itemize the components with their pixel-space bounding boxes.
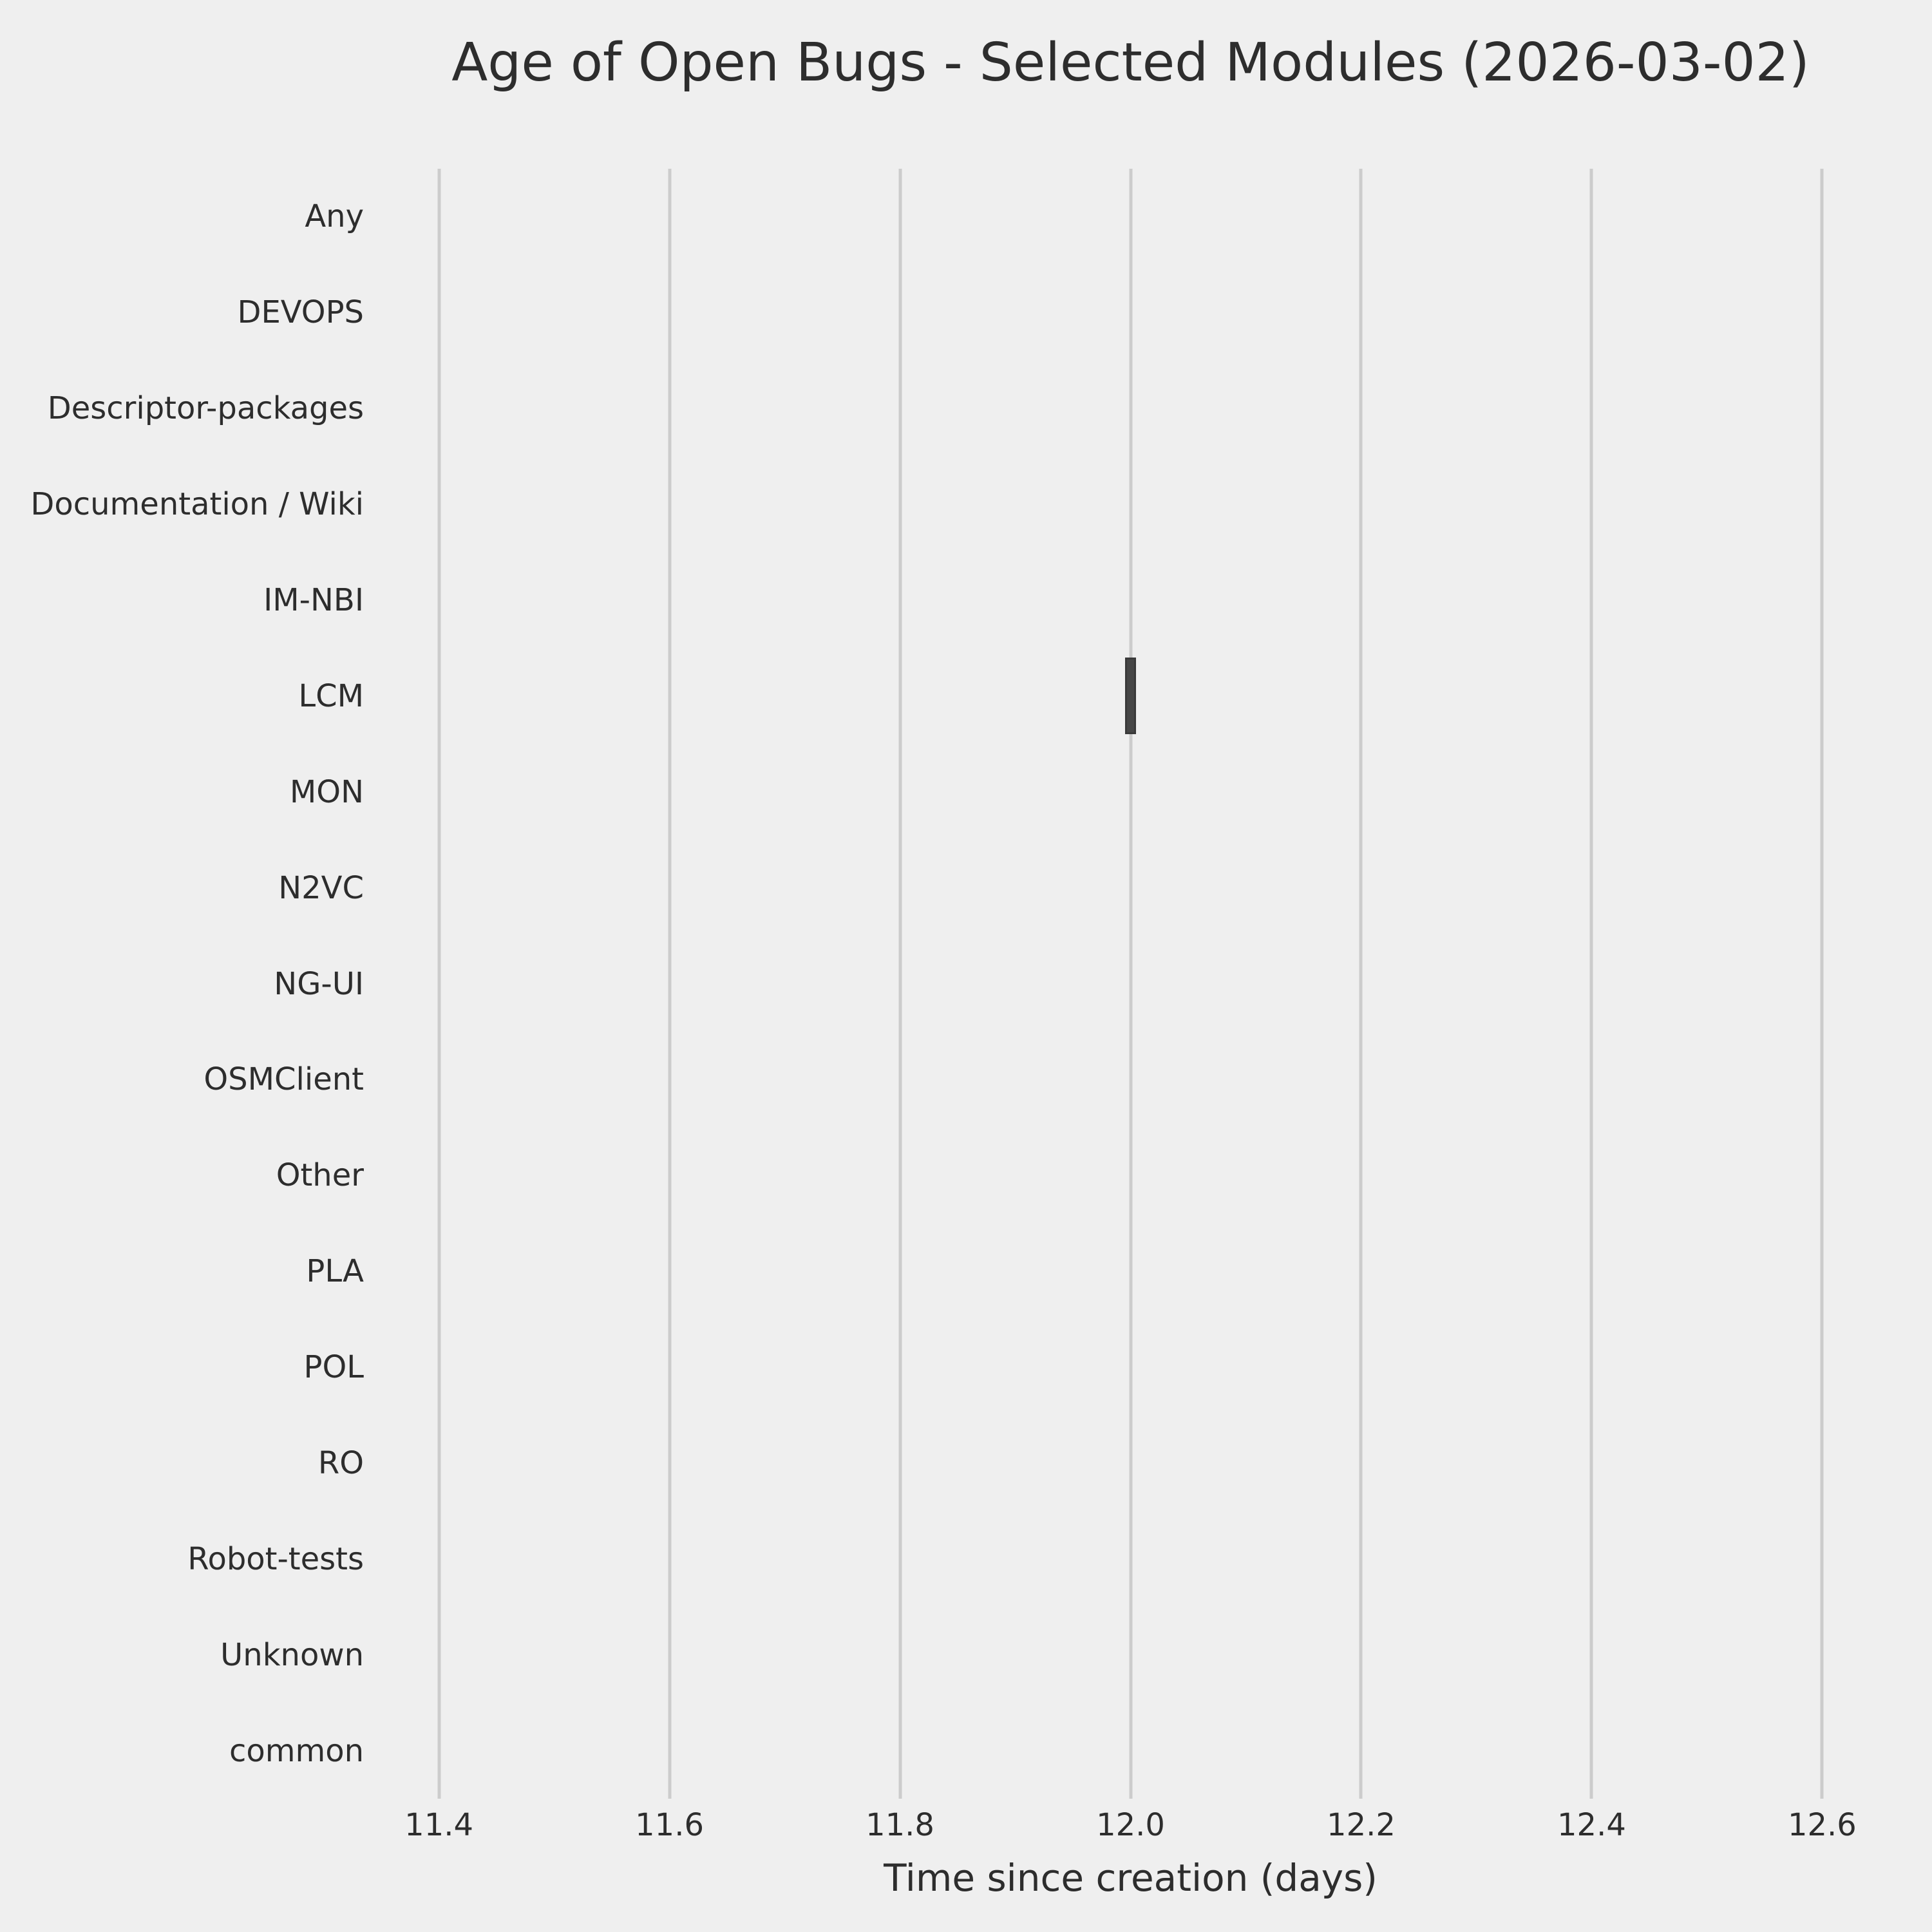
y-tick-label-unknown: Unknown — [220, 1636, 364, 1673]
plot-area — [393, 169, 1868, 1799]
x-tick-label-11.4: 11.4 — [404, 1807, 474, 1843]
x-axis-label: Time since creation (days) — [884, 1856, 1378, 1900]
y-tick-label-documentation-wiki: Documentation / Wiki — [30, 486, 364, 523]
y-tick-label-pol: POL — [303, 1349, 364, 1386]
x-axis-ticks: 11.4 11.6 11.8 12.0 12.2 12.4 12.6 — [393, 1806, 1868, 1851]
x-tick-label-11.6: 11.6 — [635, 1807, 704, 1843]
y-tick-label-n2vc: N2VC — [278, 869, 364, 906]
gridline-11.8 — [898, 169, 902, 1799]
gridline-11.4 — [437, 169, 441, 1799]
y-tick-label-pla: PLA — [306, 1253, 364, 1290]
gridline-12.0 — [1129, 169, 1132, 1799]
x-tick-label-11.8: 11.8 — [866, 1807, 934, 1843]
y-tick-label-osmclient: OSMClient — [204, 1061, 364, 1098]
y-tick-label-robot-tests: Robot-tests — [187, 1540, 364, 1577]
y-tick-label-common: common — [229, 1732, 364, 1769]
y-tick-label-lcm: LCM — [298, 677, 364, 714]
boxplot-box-lcm — [1124, 658, 1137, 735]
y-tick-label-im-nbi: IM-NBI — [263, 582, 364, 618]
gridline-11.6 — [668, 169, 672, 1799]
y-tick-label-ng-ui: NG-UI — [274, 965, 364, 1002]
y-tick-label-other: Other — [276, 1157, 364, 1194]
gridline-12.4 — [1589, 169, 1593, 1799]
y-tick-label-ro: RO — [317, 1444, 364, 1481]
y-axis-labels: Any DEVOPS Descriptor-packages Documentatio… — [0, 169, 364, 1799]
chart-title: Age of Open Bugs - Selected Modules (202… — [451, 32, 1810, 93]
x-tick-label-12.6: 12.6 — [1787, 1807, 1857, 1843]
x-tick-label-12.0: 12.0 — [1096, 1807, 1165, 1843]
gridline-12.6 — [1820, 169, 1824, 1799]
y-tick-label-devops: DEVOPS — [237, 294, 364, 331]
x-tick-label-12.4: 12.4 — [1557, 1807, 1626, 1843]
x-tick-label-12.2: 12.2 — [1327, 1807, 1396, 1843]
y-tick-label-mon: MON — [289, 773, 364, 810]
y-tick-label-descriptor-packages: Descriptor-packages — [47, 390, 364, 427]
gridline-12.2 — [1359, 169, 1363, 1799]
y-tick-label-any: Any — [305, 198, 364, 235]
